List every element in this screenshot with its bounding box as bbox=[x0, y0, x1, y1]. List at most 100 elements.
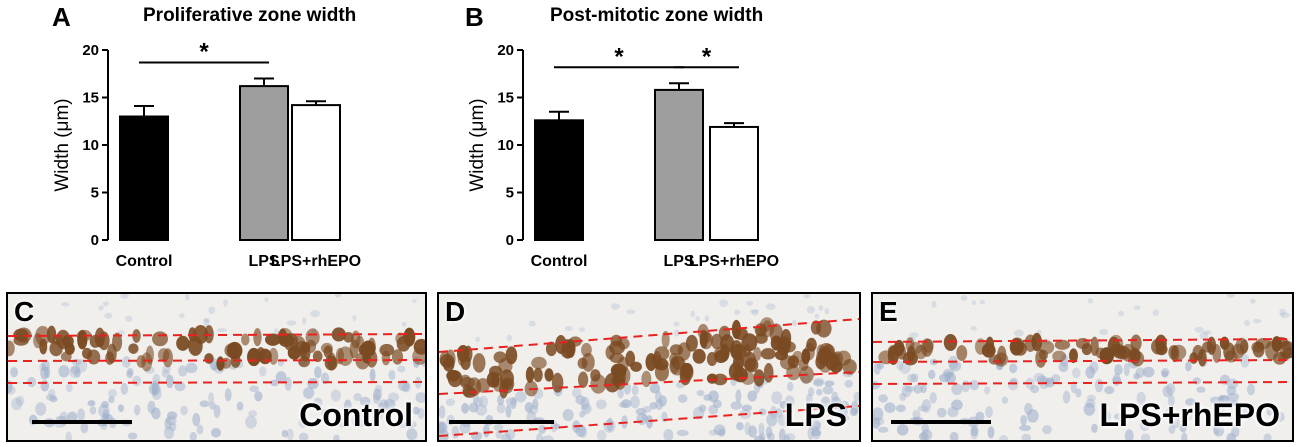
counterstain-cell bbox=[1165, 382, 1176, 395]
counterstain-cell bbox=[1020, 414, 1027, 426]
x-tick-label: Control bbox=[531, 253, 588, 270]
counterstain-cell bbox=[626, 309, 636, 315]
counterstain-cell bbox=[1252, 318, 1262, 324]
counterstain-cell bbox=[1171, 416, 1181, 429]
counterstain-cell bbox=[1274, 411, 1285, 422]
stained-nucleus bbox=[817, 346, 833, 366]
counterstain-cell bbox=[1009, 363, 1018, 374]
stained-nucleus bbox=[902, 351, 918, 366]
counterstain-cell bbox=[248, 410, 258, 417]
counterstain-cell bbox=[1083, 402, 1096, 416]
counterstain-cell bbox=[929, 392, 937, 404]
counterstain-cell bbox=[899, 362, 911, 374]
counterstain-cell bbox=[164, 417, 172, 430]
zone-boundary-line bbox=[439, 405, 859, 437]
stained-nucleus bbox=[997, 345, 1007, 365]
counterstain-cell bbox=[196, 424, 204, 435]
counterstain-cell bbox=[970, 427, 979, 440]
stained-nucleus bbox=[753, 347, 762, 361]
counterstain-cell bbox=[359, 396, 371, 407]
y-tick-label: 0 bbox=[506, 232, 514, 249]
counterstain-cell bbox=[751, 309, 759, 316]
counterstain-cell bbox=[330, 389, 341, 402]
counterstain-cell bbox=[927, 369, 936, 380]
counterstain-cell bbox=[824, 307, 830, 315]
counterstain-cell bbox=[1033, 372, 1046, 384]
counterstain-cell bbox=[899, 392, 907, 402]
counterstain-cell bbox=[307, 377, 319, 390]
counterstain-cell bbox=[807, 387, 815, 397]
y-tick-label: 0 bbox=[91, 232, 99, 249]
counterstain-cell bbox=[621, 399, 632, 409]
counterstain-cell bbox=[970, 326, 977, 331]
counterstain-cell bbox=[960, 294, 968, 302]
counterstain-cell bbox=[578, 411, 586, 418]
counterstain-cell bbox=[895, 404, 906, 413]
counterstain-cell bbox=[67, 411, 78, 423]
counterstain-cell bbox=[771, 391, 783, 405]
stained-nucleus bbox=[306, 339, 317, 354]
counterstain-cell bbox=[286, 428, 294, 440]
y-tick-label: 20 bbox=[497, 42, 514, 59]
zone-boundary-line bbox=[8, 359, 425, 362]
stained-nucleus bbox=[779, 355, 796, 370]
counterstain-cell bbox=[1042, 424, 1052, 435]
stained-nucleus bbox=[706, 373, 718, 384]
counterstain-cell bbox=[406, 428, 418, 440]
counterstain-cell bbox=[80, 421, 89, 434]
counterstain-cell bbox=[383, 398, 396, 411]
counterstain-cell bbox=[951, 399, 963, 411]
counterstain-cell bbox=[372, 388, 382, 401]
zone-boundary-line bbox=[873, 381, 1292, 385]
counterstain-cell bbox=[104, 312, 113, 319]
counterstain-cell bbox=[807, 426, 814, 440]
counterstain-cell bbox=[1280, 312, 1290, 319]
counterstain-cell bbox=[816, 388, 823, 396]
bar-control bbox=[534, 119, 584, 241]
stained-nucleus bbox=[1069, 348, 1078, 364]
counterstain-cell bbox=[909, 332, 919, 338]
stained-nucleus bbox=[816, 319, 832, 338]
counterstain-cell bbox=[749, 309, 760, 314]
counterstain-cell bbox=[1227, 392, 1239, 402]
stained-nucleus bbox=[1054, 339, 1071, 350]
counterstain-cell bbox=[1140, 433, 1151, 440]
stained-nucleus bbox=[1052, 350, 1067, 362]
counterstain-cell bbox=[374, 384, 383, 393]
stained-nucleus bbox=[498, 357, 513, 374]
counterstain-cell bbox=[809, 419, 821, 432]
stained-nucleus bbox=[141, 352, 153, 372]
counterstain-cell bbox=[45, 394, 57, 401]
counterstain-cell bbox=[581, 403, 592, 415]
counterstain-cell bbox=[1026, 409, 1039, 423]
stained-nucleus bbox=[105, 351, 115, 365]
counterstain-cell bbox=[372, 413, 380, 423]
counterstain-cell bbox=[999, 435, 1009, 440]
stained-nucleus bbox=[152, 331, 168, 347]
counterstain-cell bbox=[1162, 385, 1173, 398]
zone-boundary-line bbox=[873, 338, 1292, 343]
counterstain-cell bbox=[735, 389, 742, 403]
stained-nucleus bbox=[1038, 340, 1055, 355]
stained-nucleus bbox=[545, 341, 557, 357]
counterstain-cell bbox=[125, 315, 133, 322]
counterstain-cell bbox=[677, 394, 688, 403]
y-tick-label: 15 bbox=[82, 90, 99, 107]
counterstain-cell bbox=[1075, 388, 1082, 398]
significance-star: * bbox=[614, 43, 624, 70]
counterstain-cell bbox=[1085, 366, 1096, 379]
counterstain-cell bbox=[1185, 361, 1192, 372]
stained-nucleus bbox=[581, 342, 592, 358]
counterstain-cell bbox=[482, 423, 490, 438]
stained-nucleus bbox=[604, 372, 621, 393]
stained-nucleus bbox=[630, 361, 642, 372]
counterstain-cell bbox=[1226, 294, 1235, 298]
stained-nucleus bbox=[770, 335, 783, 351]
counterstain-cell bbox=[811, 430, 822, 437]
panel-letter-b: B bbox=[465, 2, 484, 32]
counterstain-cell bbox=[65, 431, 72, 440]
counterstain-cell bbox=[439, 429, 449, 440]
counterstain-cell bbox=[208, 306, 216, 315]
counterstain-cell bbox=[1152, 309, 1159, 316]
counterstain-cell bbox=[1089, 361, 1099, 374]
